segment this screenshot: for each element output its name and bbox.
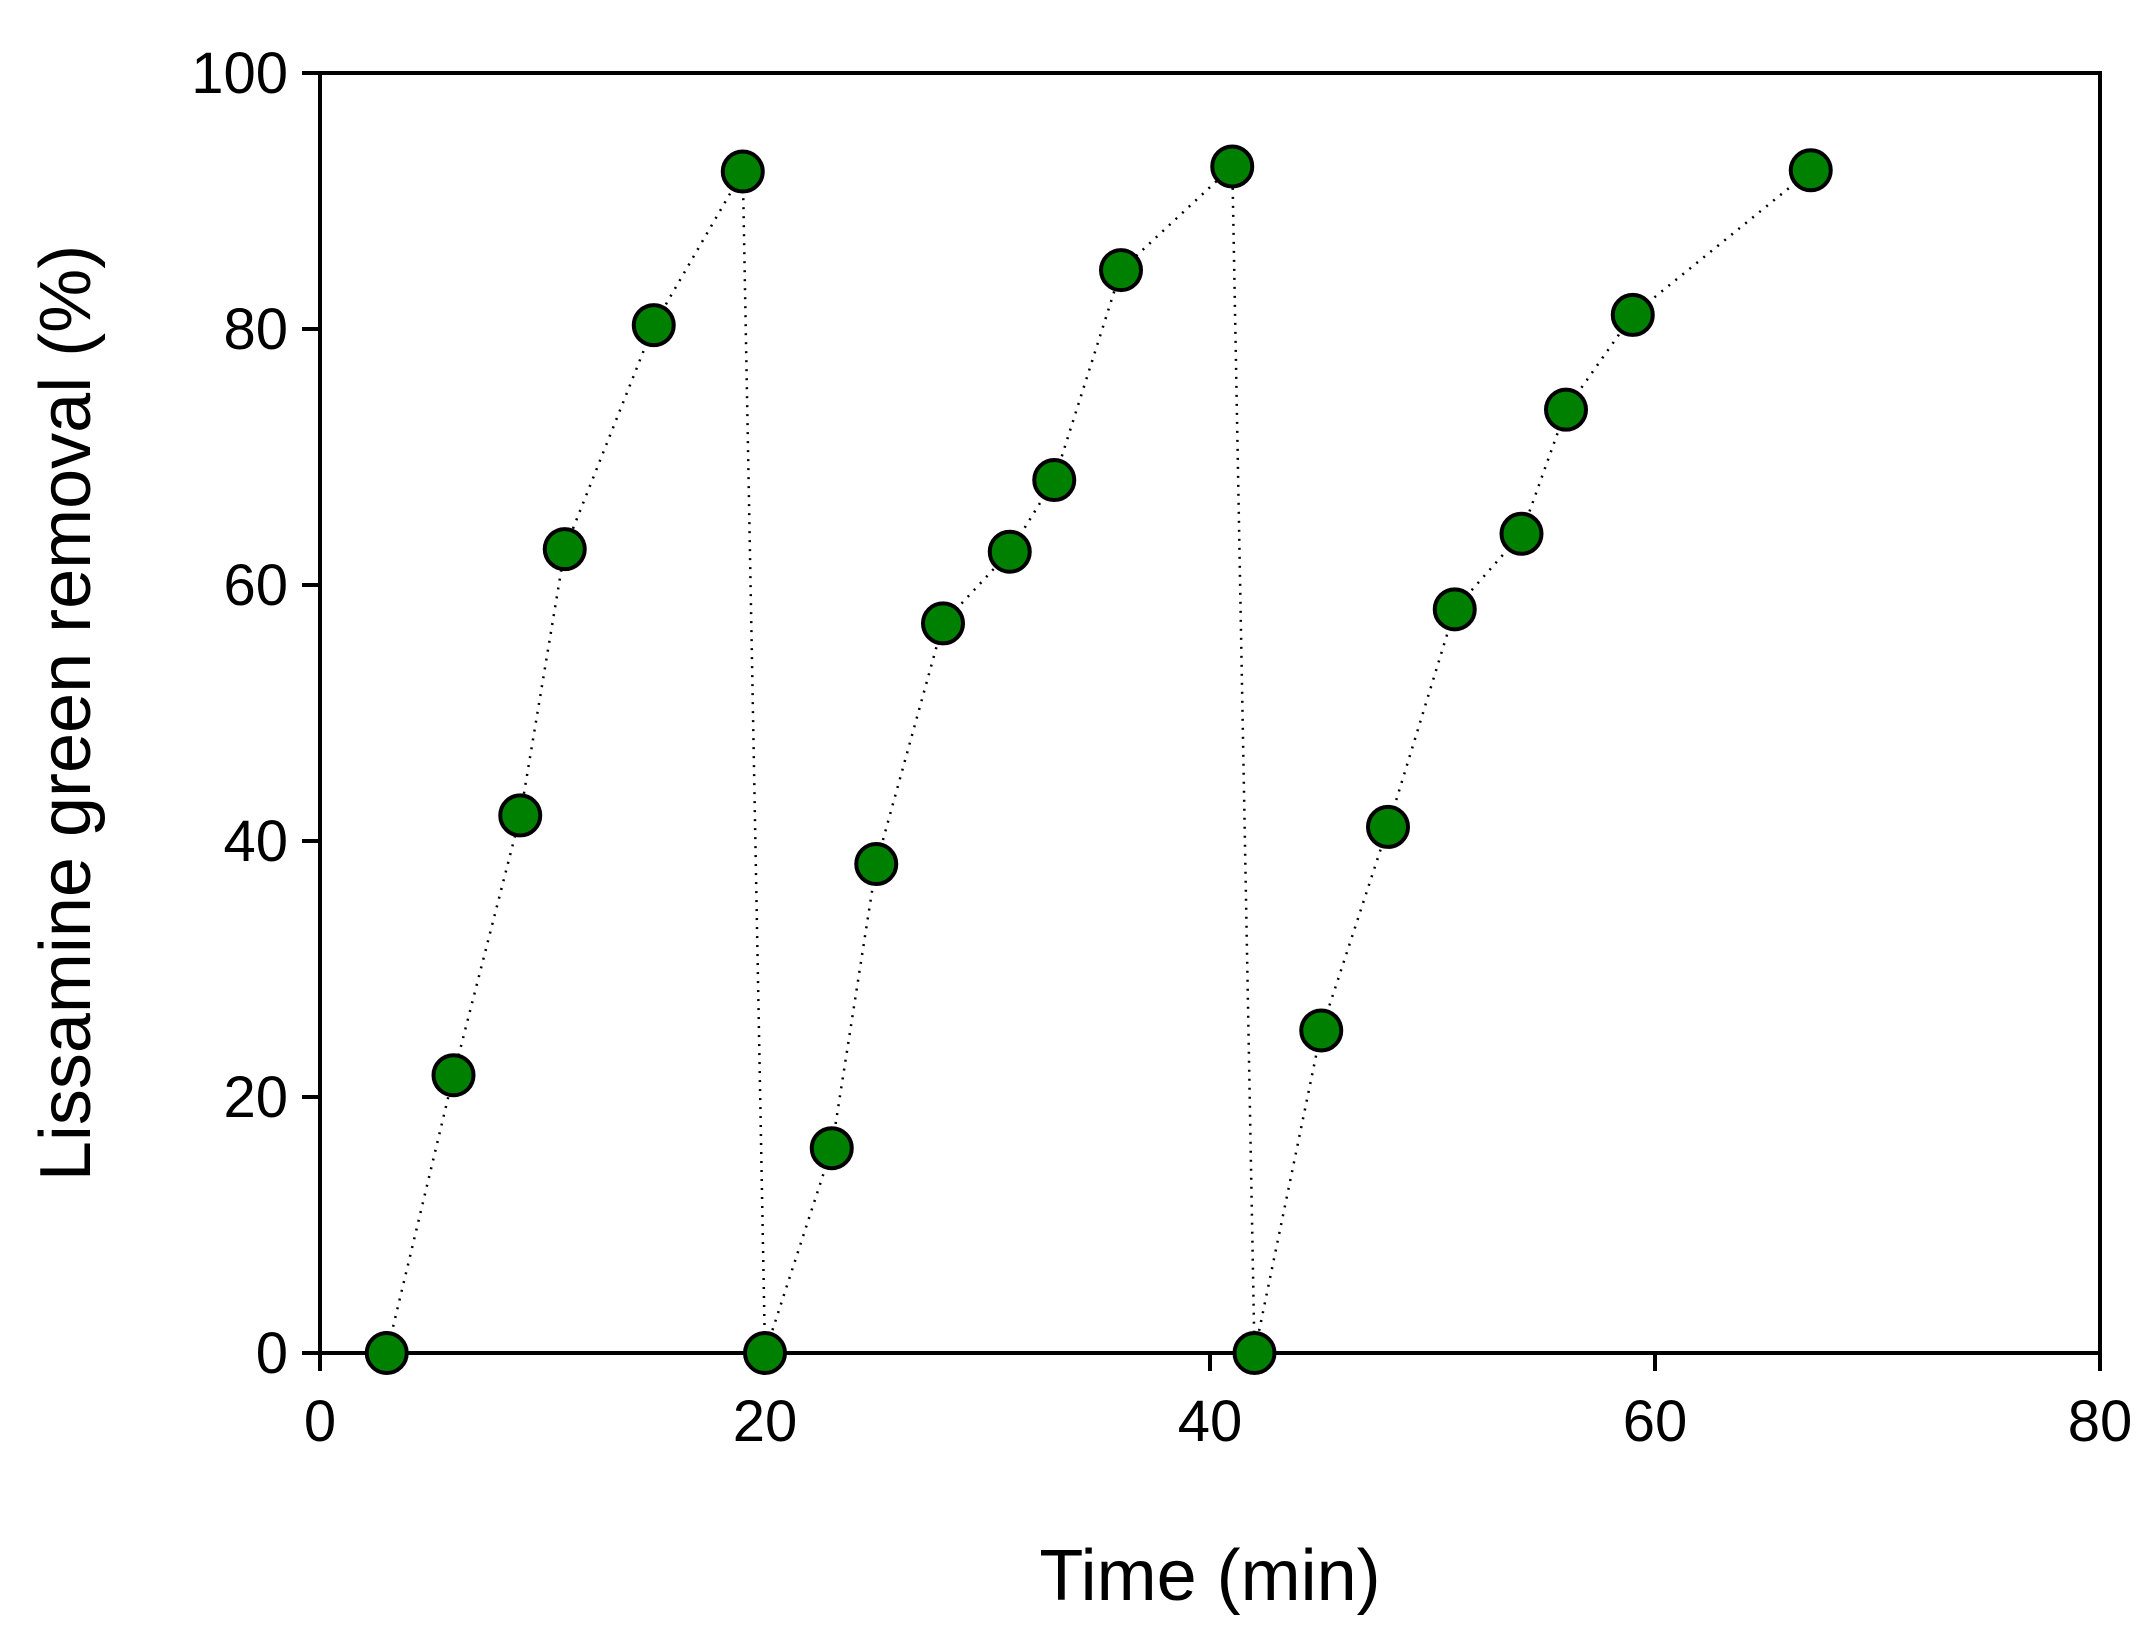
y-tick-label: 80 xyxy=(223,297,288,362)
data-point xyxy=(1210,144,1255,189)
y-tick-label: 40 xyxy=(223,809,288,874)
y-axis-title: Lissamine green removal (%) xyxy=(26,245,106,1181)
x-axis: 0 20 40 60 80 xyxy=(304,1353,2132,1454)
y-tick-label: 60 xyxy=(223,553,288,618)
data-point xyxy=(809,1126,854,1171)
data-point xyxy=(364,1331,409,1375)
data-point xyxy=(1232,1331,1277,1375)
data-point xyxy=(1610,292,1655,337)
data-point xyxy=(921,601,965,646)
data-point xyxy=(1499,511,1544,556)
x-tick-label: 40 xyxy=(1178,1389,1243,1454)
data-point xyxy=(720,149,765,194)
data-point xyxy=(1099,248,1143,293)
y-axis: 0 20 40 60 80 100 xyxy=(191,41,320,1386)
data-point xyxy=(1788,148,1833,193)
data-point xyxy=(1432,587,1477,632)
data-point xyxy=(743,1331,787,1375)
data-points xyxy=(364,144,1833,1375)
data-point xyxy=(854,842,899,887)
data-point xyxy=(1032,458,1077,503)
data-point xyxy=(987,529,1032,574)
data-point xyxy=(431,1053,476,1098)
y-tick-label: 20 xyxy=(223,1065,288,1130)
data-point xyxy=(631,303,676,348)
x-tick-label: 0 xyxy=(304,1389,336,1454)
x-axis-title: Time (min) xyxy=(1039,1536,1380,1616)
x-tick-label: 60 xyxy=(1623,1389,1688,1454)
y-tick-label: 0 xyxy=(256,1321,288,1386)
y-tick-label: 100 xyxy=(191,41,288,106)
x-tick-label: 20 xyxy=(733,1389,798,1454)
series-dotted-line xyxy=(385,163,1812,1354)
data-point xyxy=(1299,1008,1344,1053)
data-point xyxy=(542,527,587,572)
data-point xyxy=(498,793,543,838)
x-tick-label: 80 xyxy=(2068,1389,2133,1454)
plot-frame xyxy=(318,71,2102,1355)
data-point xyxy=(1366,804,1410,849)
data-point xyxy=(1544,387,1588,432)
